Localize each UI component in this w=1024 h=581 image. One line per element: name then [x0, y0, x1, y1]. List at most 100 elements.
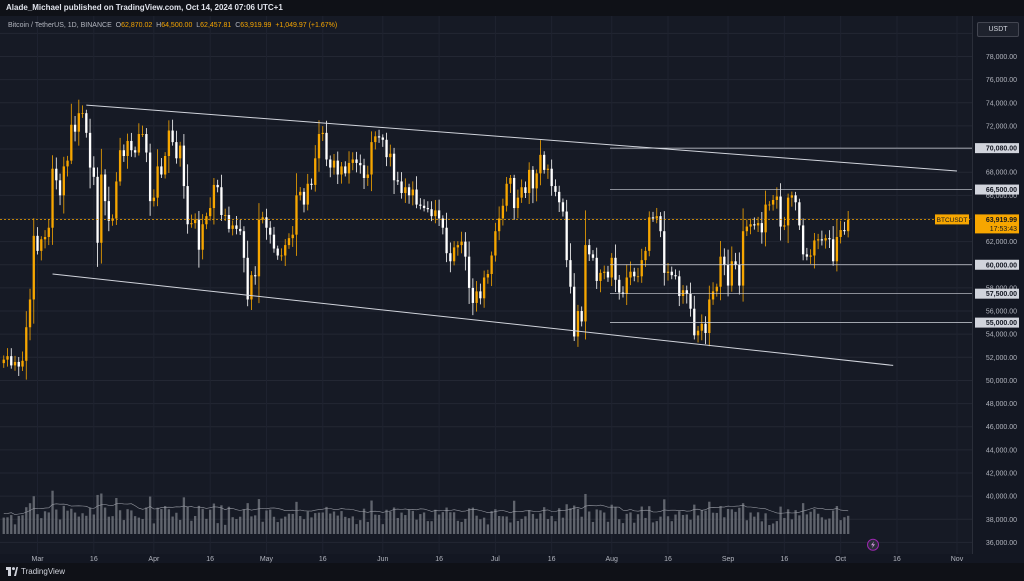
channel-lower-line[interactable]: [52, 273, 894, 366]
candle-body[interactable]: [201, 224, 204, 250]
candle-body[interactable]: [554, 186, 557, 192]
candle-body[interactable]: [501, 205, 505, 219]
candle-body[interactable]: [419, 204, 422, 206]
candle-body[interactable]: [805, 254, 809, 257]
candle-body[interactable]: [224, 215, 227, 216]
candle-body[interactable]: [329, 159, 332, 168]
candle-body[interactable]: [332, 160, 336, 168]
candle-body[interactable]: [633, 271, 636, 277]
candle-body[interactable]: [302, 191, 306, 205]
candle-body[interactable]: [137, 134, 141, 153]
candle-body[interactable]: [208, 208, 212, 217]
candle-body[interactable]: [561, 202, 565, 212]
candle-body[interactable]: [843, 230, 846, 232]
candle-body[interactable]: [618, 279, 621, 293]
candle-body[interactable]: [2, 359, 5, 364]
candle-body[interactable]: [21, 360, 24, 367]
candle-body[interactable]: [239, 228, 242, 232]
candle-body[interactable]: [539, 154, 542, 174]
candle-body[interactable]: [655, 216, 658, 219]
candle-body[interactable]: [509, 177, 512, 184]
candle-body[interactable]: [546, 168, 550, 170]
candle-body[interactable]: [73, 124, 77, 132]
candle-body[interactable]: [591, 254, 595, 258]
candle-body[interactable]: [40, 239, 43, 251]
candle-body[interactable]: [573, 286, 576, 337]
candle-body[interactable]: [580, 311, 583, 322]
candle-body[interactable]: [846, 219, 850, 232]
channel-upper-line[interactable]: [86, 104, 958, 172]
candle-body[interactable]: [441, 218, 445, 228]
candle-body[interactable]: [25, 327, 28, 361]
price-scale[interactable]: 36,000.00 38,000.00 40,000.00 42,000.00 44,0…: [972, 16, 1024, 554]
candle-body[interactable]: [520, 187, 523, 198]
candle-body[interactable]: [771, 199, 775, 205]
candle-body[interactable]: [625, 277, 628, 294]
candle-body[interactable]: [314, 158, 317, 185]
candle-body[interactable]: [182, 145, 186, 187]
candle-body[interactable]: [565, 211, 568, 261]
candlestick-chart[interactable]: BTCUSDT: [0, 16, 972, 554]
candle-body[interactable]: [449, 253, 452, 262]
candle-body[interactable]: [779, 196, 782, 227]
candle-body[interactable]: [13, 361, 17, 366]
candle-body[interactable]: [415, 189, 418, 205]
candle-body[interactable]: [130, 140, 133, 151]
candle-body[interactable]: [17, 361, 20, 367]
candle-body[interactable]: [250, 275, 253, 300]
candle-body[interactable]: [816, 239, 820, 241]
candle-body[interactable]: [344, 166, 347, 174]
candle-body[interactable]: [254, 275, 257, 277]
candle-body[interactable]: [178, 145, 182, 159]
candle-body[interactable]: [512, 177, 516, 209]
candle-body[interactable]: [186, 186, 189, 225]
candle-body[interactable]: [385, 139, 388, 158]
candle-body[interactable]: [190, 223, 193, 225]
candle-body[interactable]: [614, 257, 617, 280]
candle-body[interactable]: [824, 238, 827, 241]
candle-body[interactable]: [678, 276, 681, 296]
candle-body[interactable]: [43, 236, 47, 240]
candle-body[interactable]: [197, 219, 201, 250]
candle-body[interactable]: [603, 271, 606, 273]
candle-body[interactable]: [689, 293, 692, 309]
candle-body[interactable]: [708, 299, 711, 334]
candle-body[interactable]: [235, 225, 238, 229]
candle-body[interactable]: [47, 227, 50, 237]
candle-body[interactable]: [475, 291, 478, 303]
candle-body[interactable]: [269, 227, 272, 235]
candle-body[interactable]: [730, 261, 733, 286]
candle-body[interactable]: [141, 134, 144, 135]
candle-body[interactable]: [115, 181, 118, 219]
candle-body[interactable]: [272, 234, 276, 249]
candle-body[interactable]: [790, 195, 794, 198]
candle-body[interactable]: [445, 227, 448, 254]
candle-body[interactable]: [362, 165, 366, 178]
candle-body[interactable]: [715, 286, 718, 292]
candle-body[interactable]: [452, 247, 456, 262]
candle-body[interactable]: [494, 231, 497, 256]
candle-body[interactable]: [809, 255, 812, 257]
candle-body[interactable]: [287, 238, 291, 246]
candle-body[interactable]: [51, 168, 54, 228]
candle-body[interactable]: [246, 257, 249, 300]
candle-body[interactable]: [749, 224, 752, 227]
candle-body[interactable]: [366, 174, 369, 178]
candle-body[interactable]: [434, 210, 437, 217]
candle-body[interactable]: [719, 256, 722, 287]
candle-body[interactable]: [381, 137, 384, 140]
candle-body[interactable]: [100, 174, 103, 243]
candle-body[interactable]: [524, 187, 527, 194]
candle-body[interactable]: [167, 130, 171, 156]
candle-body[interactable]: [606, 271, 610, 278]
candle-body[interactable]: [152, 197, 156, 202]
candle-body[interactable]: [756, 223, 760, 226]
candle-body[interactable]: [629, 271, 632, 278]
candle-body[interactable]: [317, 134, 321, 159]
candle-body[interactable]: [295, 195, 298, 235]
candle-body[interactable]: [325, 132, 328, 160]
candle-body[interactable]: [738, 264, 741, 286]
candle-body[interactable]: [299, 191, 302, 196]
candle-body[interactable]: [490, 255, 493, 275]
symbol-title[interactable]: Bitcoin / TetherUS, 1D, BINANCE: [8, 22, 112, 29]
